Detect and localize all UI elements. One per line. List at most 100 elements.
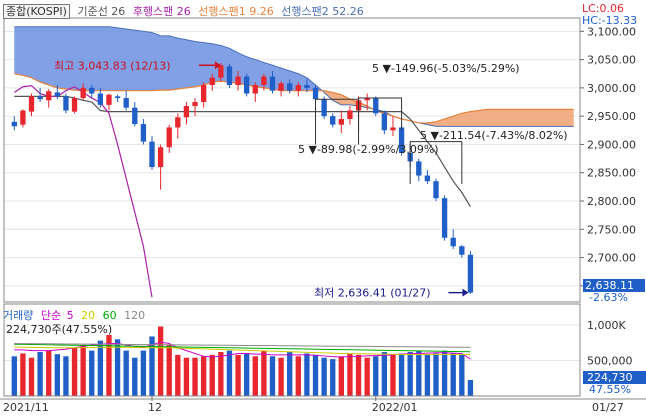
candle-down xyxy=(330,116,336,125)
volume-bar-down xyxy=(381,352,388,396)
volume-bar-up xyxy=(183,357,190,396)
candle-down xyxy=(114,96,121,99)
volume-bar-down xyxy=(398,353,405,396)
date-axis: 2021/11 12 2022/01 01/27 xyxy=(3,396,624,414)
candle-down xyxy=(450,237,456,247)
volume-bar-up xyxy=(218,352,224,396)
current-volume-badge: 224,730 xyxy=(583,371,646,384)
candle-up xyxy=(183,105,190,118)
volume-bar-up xyxy=(200,356,207,396)
candle-up xyxy=(28,96,35,112)
volume-bar-down xyxy=(114,339,121,396)
candle-down xyxy=(304,85,310,88)
legend-lagging-span: 후행스팬 26 xyxy=(132,5,191,18)
volume-ma120-line xyxy=(14,343,471,348)
high-arrow-head xyxy=(214,61,221,70)
price-tick-label: 2,800.00 xyxy=(587,195,636,208)
volume-ma-120: 120 xyxy=(124,309,146,322)
volume-bar-up xyxy=(71,347,78,396)
annotations: 최고 3,043.83 (12/13) 최저 2,636.41 (01/27) 5 … xyxy=(54,59,568,299)
candle-up xyxy=(166,127,172,148)
legend-base-line: 기준선 26 xyxy=(77,5,126,18)
volume-bar-down xyxy=(416,350,422,396)
candle-up xyxy=(157,147,164,168)
candle-down xyxy=(11,121,17,127)
candle-down xyxy=(269,76,276,91)
price-panel-border xyxy=(3,17,581,303)
volume-title[interactable]: 거래량 xyxy=(3,309,34,322)
candle-up xyxy=(175,117,181,128)
hc-label: HC:-13.33 xyxy=(582,14,638,27)
candle-down xyxy=(321,99,327,117)
cloud-bearish xyxy=(324,90,376,111)
volume-bar-down xyxy=(321,357,327,396)
volume-bar-down xyxy=(97,340,104,396)
high-annotation: 최고 3,043.83 (12/13) xyxy=(54,59,171,72)
current-price-badge: 2,638.11 xyxy=(583,279,645,292)
last-volume-label: 224,730주(47.55%) xyxy=(6,323,113,336)
volume-bar-down xyxy=(424,354,431,396)
legend-leading-span1: 선행스팬1 9.26 xyxy=(198,5,274,18)
candle-down xyxy=(89,87,95,94)
volume-ma-type: 단순 xyxy=(40,309,62,322)
volume-bar-down xyxy=(63,356,69,396)
date-label: 01/27 xyxy=(592,401,624,414)
price-tick-label: 2,900.00 xyxy=(587,138,636,151)
volume-legend: 거래량 단순 5 20 60 120 xyxy=(3,307,145,323)
volume-bar-up xyxy=(295,356,301,396)
candle-down xyxy=(441,198,448,238)
candle-up xyxy=(106,94,112,105)
base-line-path xyxy=(14,95,471,207)
volume-bar-up xyxy=(28,357,35,396)
price-tick-label: 2,700.00 xyxy=(587,252,636,265)
candle-down xyxy=(97,93,104,105)
price-tick-label: 3,000.00 xyxy=(587,82,636,95)
price-legend: 종합(KOSPI) 기준선 26 후행스팬 26 선행스팬1 9.26 선행스팬… xyxy=(3,3,364,19)
candle-down xyxy=(140,124,147,142)
candle-up xyxy=(46,91,52,101)
volume-bar-up xyxy=(209,354,215,396)
low-annotation: 최저 2,636.41 (01/27) xyxy=(314,287,431,300)
volume-bar-up xyxy=(390,354,396,396)
candle-down xyxy=(459,246,465,255)
base-line xyxy=(14,95,471,207)
volume-bar-up xyxy=(261,350,267,396)
price-tick-label: 2,750.00 xyxy=(587,223,636,236)
volume-bar-up xyxy=(106,335,112,396)
volume-bar-down xyxy=(441,350,448,396)
candle-down xyxy=(467,254,474,293)
candle-up xyxy=(235,76,241,86)
volume-bar-up xyxy=(20,353,26,396)
volume-bar-down xyxy=(149,336,155,396)
candle-down xyxy=(243,76,250,94)
volume-bar-up xyxy=(192,357,198,396)
volume-bar-up xyxy=(175,354,181,396)
price-tick-label: 3,050.00 xyxy=(587,54,636,67)
volume-axis: 1,000K 500,000 xyxy=(587,319,633,367)
candle-down xyxy=(416,161,422,176)
range-box1-label: 5 ▼-149.96(-5.03%/5.29%) xyxy=(372,62,520,75)
candle-down xyxy=(63,96,69,111)
volume-bar-up xyxy=(347,353,353,396)
volume-panel-border xyxy=(3,303,581,397)
range-box3-label: 5 ▼-211.54(-7.43%/8.02%) xyxy=(420,129,568,142)
volume-bar-down xyxy=(450,353,456,396)
volume-bar-down xyxy=(467,380,474,396)
volume-bar-down xyxy=(269,356,276,396)
candle-down xyxy=(54,92,61,97)
range-box2-bracket xyxy=(315,98,360,145)
volume-bar-down xyxy=(140,350,147,396)
candle-down xyxy=(424,175,431,182)
volume-bar-up xyxy=(364,357,370,396)
price-tick-label: 2,850.00 xyxy=(587,167,636,180)
volume-tick-label: 500,000 xyxy=(587,355,633,368)
candle-down xyxy=(433,181,439,199)
date-label: 2021/11 xyxy=(3,401,49,414)
candle-up xyxy=(347,110,353,119)
candle-down xyxy=(398,127,405,153)
candle-down xyxy=(287,83,293,91)
candle-down xyxy=(37,96,43,100)
volume-bar-down xyxy=(132,357,138,396)
current-volume-change: 47.55% xyxy=(589,383,631,396)
instrument-selector[interactable]: 종합(KOSPI) xyxy=(3,4,70,19)
